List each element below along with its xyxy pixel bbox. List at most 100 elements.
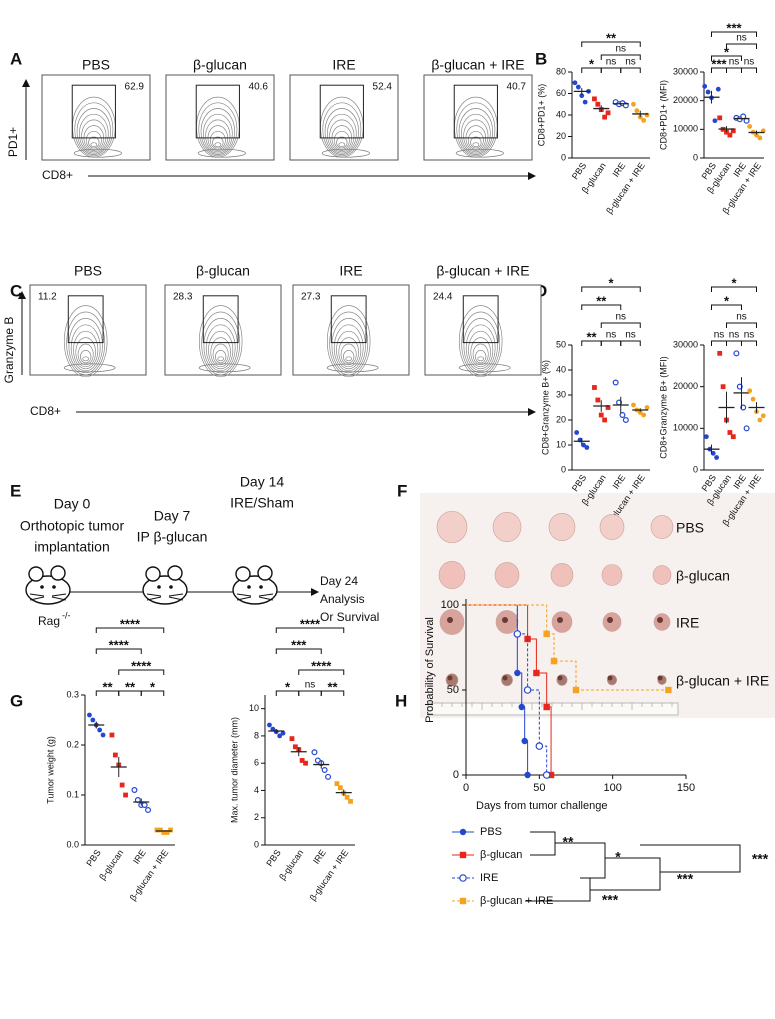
contour	[463, 318, 498, 374]
schematic-text: Day 24	[320, 574, 358, 588]
point	[131, 786, 138, 793]
row-label: β-glucan	[676, 568, 730, 584]
legend-entry: β-glucan + IRE	[480, 895, 553, 907]
significance-label: ****	[131, 658, 152, 673]
schematic-text: IP β-glucan	[137, 529, 208, 545]
significance-bracket	[298, 690, 322, 696]
y-tick-label: 0	[561, 152, 566, 162]
tumor-spot	[557, 675, 563, 681]
contour	[76, 108, 111, 155]
y-axis-label: CD8+PD1+ (MFI)	[658, 80, 668, 150]
significance-bracket	[711, 55, 742, 61]
point	[631, 101, 636, 107]
point	[533, 669, 540, 677]
point	[518, 703, 525, 711]
tumor	[652, 565, 672, 585]
y-tick-label: 0.3	[66, 689, 79, 699]
significance-label: *	[724, 293, 730, 308]
flow-title: β-glucan + IRE	[436, 263, 529, 279]
tumor	[436, 510, 468, 544]
mouse-ear	[145, 566, 161, 582]
flow-title: IRE	[339, 263, 362, 279]
gate-value: 11.2	[38, 292, 57, 303]
x-tick-label: 100	[603, 782, 621, 794]
contour	[68, 318, 103, 374]
contour	[203, 318, 238, 374]
y-tick-label: 50	[447, 684, 459, 696]
point	[157, 827, 163, 833]
y-tick-label: 10000	[673, 124, 698, 134]
significance-bracket	[620, 67, 641, 73]
y-axis-label: PD1+	[6, 127, 20, 157]
significance-label: **	[125, 679, 136, 694]
contour	[198, 305, 243, 378]
point	[705, 89, 711, 95]
point	[641, 412, 647, 418]
flow-title: β-glucan	[193, 57, 247, 73]
significance-label: ***	[291, 637, 307, 652]
flow-title: PBS	[74, 263, 102, 279]
x-tick-label: IRE	[611, 161, 628, 179]
schematic-text: Or Survival	[320, 610, 379, 624]
contour	[456, 102, 496, 157]
x-tick-label: 0	[463, 782, 469, 794]
point	[542, 771, 551, 779]
point	[277, 733, 283, 739]
point	[631, 402, 636, 408]
point	[145, 806, 152, 813]
contour	[78, 113, 109, 154]
significance-label: *	[150, 679, 156, 694]
significance-label: ****	[311, 658, 332, 673]
y-tick-label: 0	[561, 464, 566, 474]
mouse-ear	[257, 565, 273, 581]
point	[87, 712, 92, 718]
mouse-label-sup: -/-	[62, 610, 71, 620]
contour	[331, 318, 366, 374]
schematic-text: implantation	[34, 539, 110, 555]
gate	[330, 295, 367, 344]
significance-label: ns	[615, 44, 626, 55]
point	[760, 413, 766, 419]
contour	[198, 102, 238, 157]
y-tick-label: 0.0	[66, 839, 79, 849]
significance-label: ns	[714, 330, 725, 341]
gate-value: 24.4	[433, 292, 453, 303]
tumor-spot	[557, 617, 563, 623]
contour	[475, 350, 487, 364]
significance-bracket	[275, 627, 345, 633]
point	[123, 792, 128, 798]
comparison-bracket	[590, 857, 661, 891]
contour	[338, 337, 359, 368]
mouse-ear	[235, 566, 251, 582]
y-axis-label: Granzyme B	[2, 317, 16, 384]
y-tick-label: 30	[556, 389, 566, 399]
tumor	[601, 564, 623, 586]
significance-label: ns	[744, 330, 755, 341]
point	[736, 383, 743, 390]
contour	[90, 142, 98, 148]
legend-marker	[459, 874, 467, 882]
y-tick-label: 20	[556, 414, 566, 424]
tumor	[438, 561, 466, 589]
point	[348, 798, 353, 804]
gate	[67, 295, 104, 344]
point	[702, 83, 708, 89]
contour	[468, 330, 494, 370]
contour	[77, 343, 94, 366]
tumor	[494, 562, 520, 588]
x-axis-label: CD8+	[30, 404, 61, 418]
point	[280, 730, 286, 736]
y-tick-label: 10	[556, 439, 566, 449]
x-axis-label: CD8+	[42, 168, 73, 182]
point	[514, 669, 521, 677]
point	[524, 771, 531, 779]
point	[602, 114, 608, 120]
gate-value: 52.4	[373, 82, 393, 93]
panel-label: A	[10, 49, 22, 68]
contour	[326, 305, 371, 378]
point	[543, 703, 550, 711]
significance-bracket	[620, 340, 641, 346]
point	[743, 425, 750, 432]
significance-label: ns	[729, 330, 740, 341]
significance-bracket	[711, 67, 727, 73]
